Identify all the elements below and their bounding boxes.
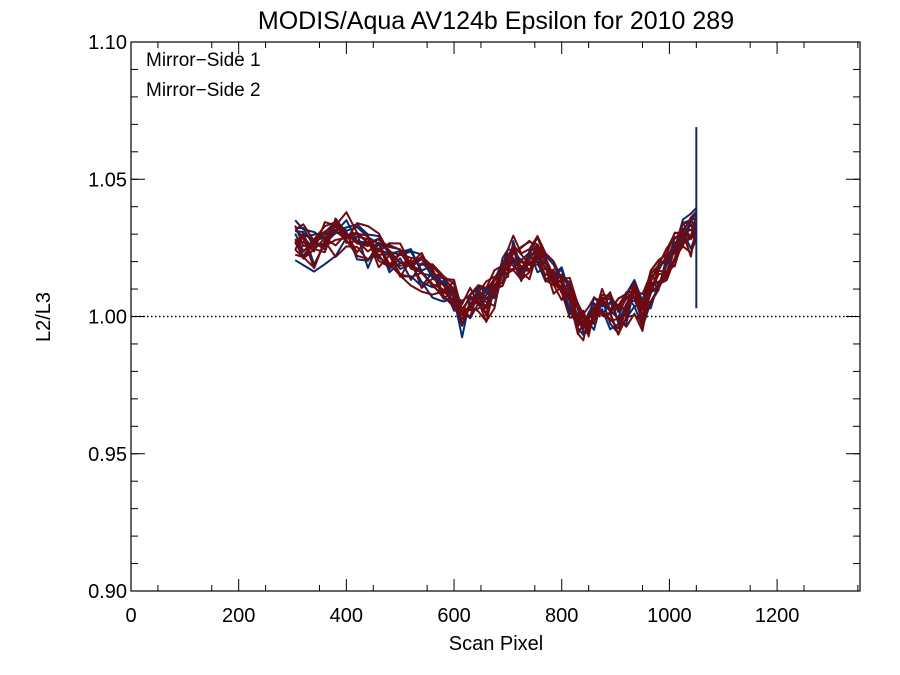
series-line xyxy=(294,234,697,342)
legend-entry-mirror-side-2: Mirror−Side 2 xyxy=(146,80,261,101)
series-group xyxy=(294,127,698,342)
x-tick-label: 600 xyxy=(437,605,470,627)
y-tick-label: 1.00 xyxy=(88,307,127,329)
x-tick-label: 800 xyxy=(545,605,578,627)
y-tick-label: 0.95 xyxy=(88,444,127,466)
x-tick-label: 1000 xyxy=(647,605,692,627)
y-axis-label: L2/L3 xyxy=(33,292,55,342)
x-axis-label: Scan Pixel xyxy=(449,633,544,655)
legend: Mirror−Side 1 Mirror−Side 2 xyxy=(146,50,261,101)
x-tick-label: 1200 xyxy=(755,605,800,627)
y-tick-label: 1.10 xyxy=(88,32,127,54)
x-tick-label: 0 xyxy=(125,605,136,627)
y-tick-label: 0.90 xyxy=(88,581,127,603)
series-line xyxy=(294,216,698,329)
y-axis-ticks: 0.90 0.95 1.00 1.05 1.10 xyxy=(88,32,860,603)
x-tick-label: 400 xyxy=(330,605,363,627)
chart-title: MODIS/Aqua AV124b Epsilon for 2010 289 xyxy=(258,7,734,35)
legend-entry-mirror-side-1: Mirror−Side 1 xyxy=(146,50,261,71)
y-tick-label: 1.05 xyxy=(88,169,127,191)
x-axis-ticks: 0 200 400 600 800 1000 1200 xyxy=(125,42,859,627)
x-tick-label: 200 xyxy=(222,605,255,627)
